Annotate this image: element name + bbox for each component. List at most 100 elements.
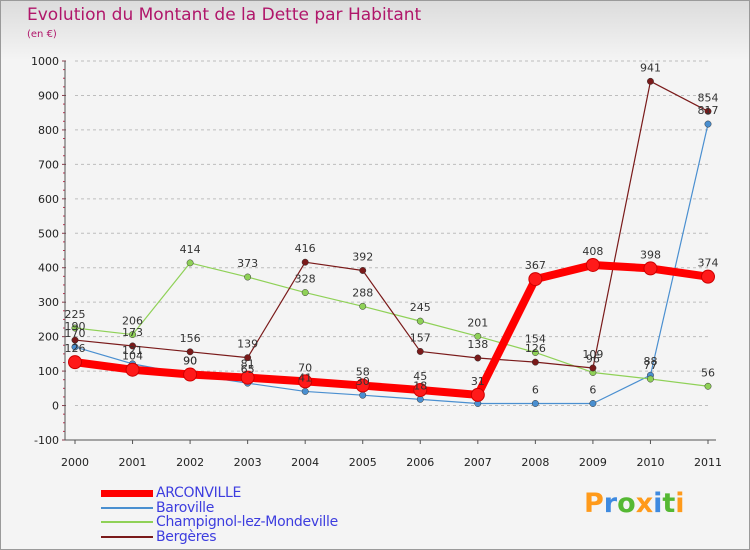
data-label: 854: [698, 91, 719, 104]
y-tick-label: 200: [38, 331, 59, 344]
data-label: 398: [640, 248, 661, 261]
series-line: [74, 262, 709, 387]
data-label: 31: [471, 375, 485, 388]
x-tick-label: 2004: [291, 456, 319, 469]
data-label: 90: [183, 355, 197, 368]
data-point: [528, 272, 543, 287]
x-tick-label: 2008: [521, 456, 549, 469]
data-point: [129, 331, 136, 339]
data-label: 6: [589, 383, 596, 396]
data-point: [359, 267, 367, 274]
series-line: [74, 80, 709, 369]
series-line: [71, 260, 712, 399]
y-tick-label: 600: [38, 193, 59, 206]
data-point: [129, 342, 136, 350]
data-label: 170: [65, 327, 86, 340]
logo-letter: i: [653, 488, 663, 519]
x-tick-label: 2007: [464, 456, 492, 469]
data-point: [359, 302, 367, 310]
data-label: 121: [122, 344, 143, 357]
legend-label-baroville: Baroville: [156, 499, 215, 516]
logo-letter: t: [662, 488, 676, 519]
legend-swatch-baroville: [101, 506, 153, 509]
data-label: 328: [295, 273, 316, 286]
data-point: [301, 387, 309, 395]
x-tick-label: 2000: [61, 456, 89, 469]
y-tick-label: 900: [38, 89, 59, 102]
data-point: [68, 355, 82, 370]
data-point: [531, 400, 539, 407]
data-label: 56: [701, 366, 715, 379]
y-tick-label: 300: [38, 296, 59, 309]
data-label: 245: [410, 301, 431, 314]
data-label: 288: [352, 286, 373, 299]
legend-swatch-arconville: [101, 490, 153, 497]
data-point: [301, 258, 309, 266]
x-tick-label: 2006: [406, 456, 434, 469]
data-point: [301, 289, 309, 296]
logo-letter: i: [675, 488, 685, 519]
data-point: [643, 261, 658, 276]
data-point: [704, 107, 712, 115]
x-tick-label: 2005: [349, 456, 377, 469]
data-point: [71, 343, 79, 351]
data-label: 6: [532, 383, 539, 396]
data-label: 367: [525, 259, 546, 272]
data-label: 154: [525, 332, 546, 345]
y-tick-label: -100: [34, 434, 59, 447]
data-point: [647, 77, 654, 85]
data-point: [359, 391, 367, 399]
data-point: [125, 362, 140, 377]
proxiti-logo: Proxiti: [584, 488, 685, 519]
x-tick-label: 2009: [579, 456, 607, 469]
data-point: [589, 400, 597, 407]
data-label: 109: [582, 348, 603, 361]
data-point: [183, 367, 198, 382]
logo-letter: x: [635, 488, 654, 519]
legend-swatch-bergeres: [101, 535, 153, 538]
data-point: [355, 378, 370, 393]
data-point: [531, 349, 539, 356]
data-point: [244, 273, 252, 281]
chart-subtitle: (en €): [27, 29, 57, 40]
x-tick-label: 2002: [176, 456, 204, 469]
legend-label-bergeres: Bergères: [156, 528, 217, 545]
y-tick-label: 100: [38, 365, 59, 378]
data-point: [244, 354, 252, 362]
data-label: 201: [467, 316, 488, 329]
y-tick-label: 1000: [31, 55, 59, 68]
data-point: [474, 354, 482, 362]
data-point: [474, 332, 482, 340]
data-label: 70: [298, 361, 312, 374]
data-label: 30: [356, 375, 370, 388]
data-point: [240, 370, 255, 385]
data-point: [701, 269, 715, 284]
data-label: 126: [525, 342, 546, 355]
data-label: 88: [643, 355, 657, 368]
data-label: 156: [180, 332, 201, 345]
legend-swatch-champignol: [101, 521, 153, 523]
data-label: 408: [582, 245, 603, 258]
legend-label-arconville: ARCONVILLE: [156, 485, 242, 501]
data-point: [470, 387, 485, 402]
logo-letter: o: [617, 488, 636, 519]
data-point: [416, 348, 424, 355]
y-tick-label: 0: [52, 400, 59, 413]
data-point: [704, 120, 712, 128]
chart-title: Evolution du Montant de la Dette par Hab…: [27, 5, 422, 25]
data-label: 173: [122, 326, 143, 339]
data-label: 941: [640, 61, 661, 74]
data-label: 416: [295, 242, 316, 255]
y-tick-label: 400: [38, 262, 59, 275]
data-label: 225: [65, 308, 86, 321]
data-label: 18: [413, 379, 427, 392]
data-label: 58: [356, 366, 370, 379]
x-tick-label: 2011: [694, 456, 722, 469]
y-tick-label: 500: [38, 227, 59, 240]
data-label: 126: [65, 342, 86, 355]
x-tick-label: 2001: [119, 456, 147, 469]
data-point: [71, 336, 79, 344]
